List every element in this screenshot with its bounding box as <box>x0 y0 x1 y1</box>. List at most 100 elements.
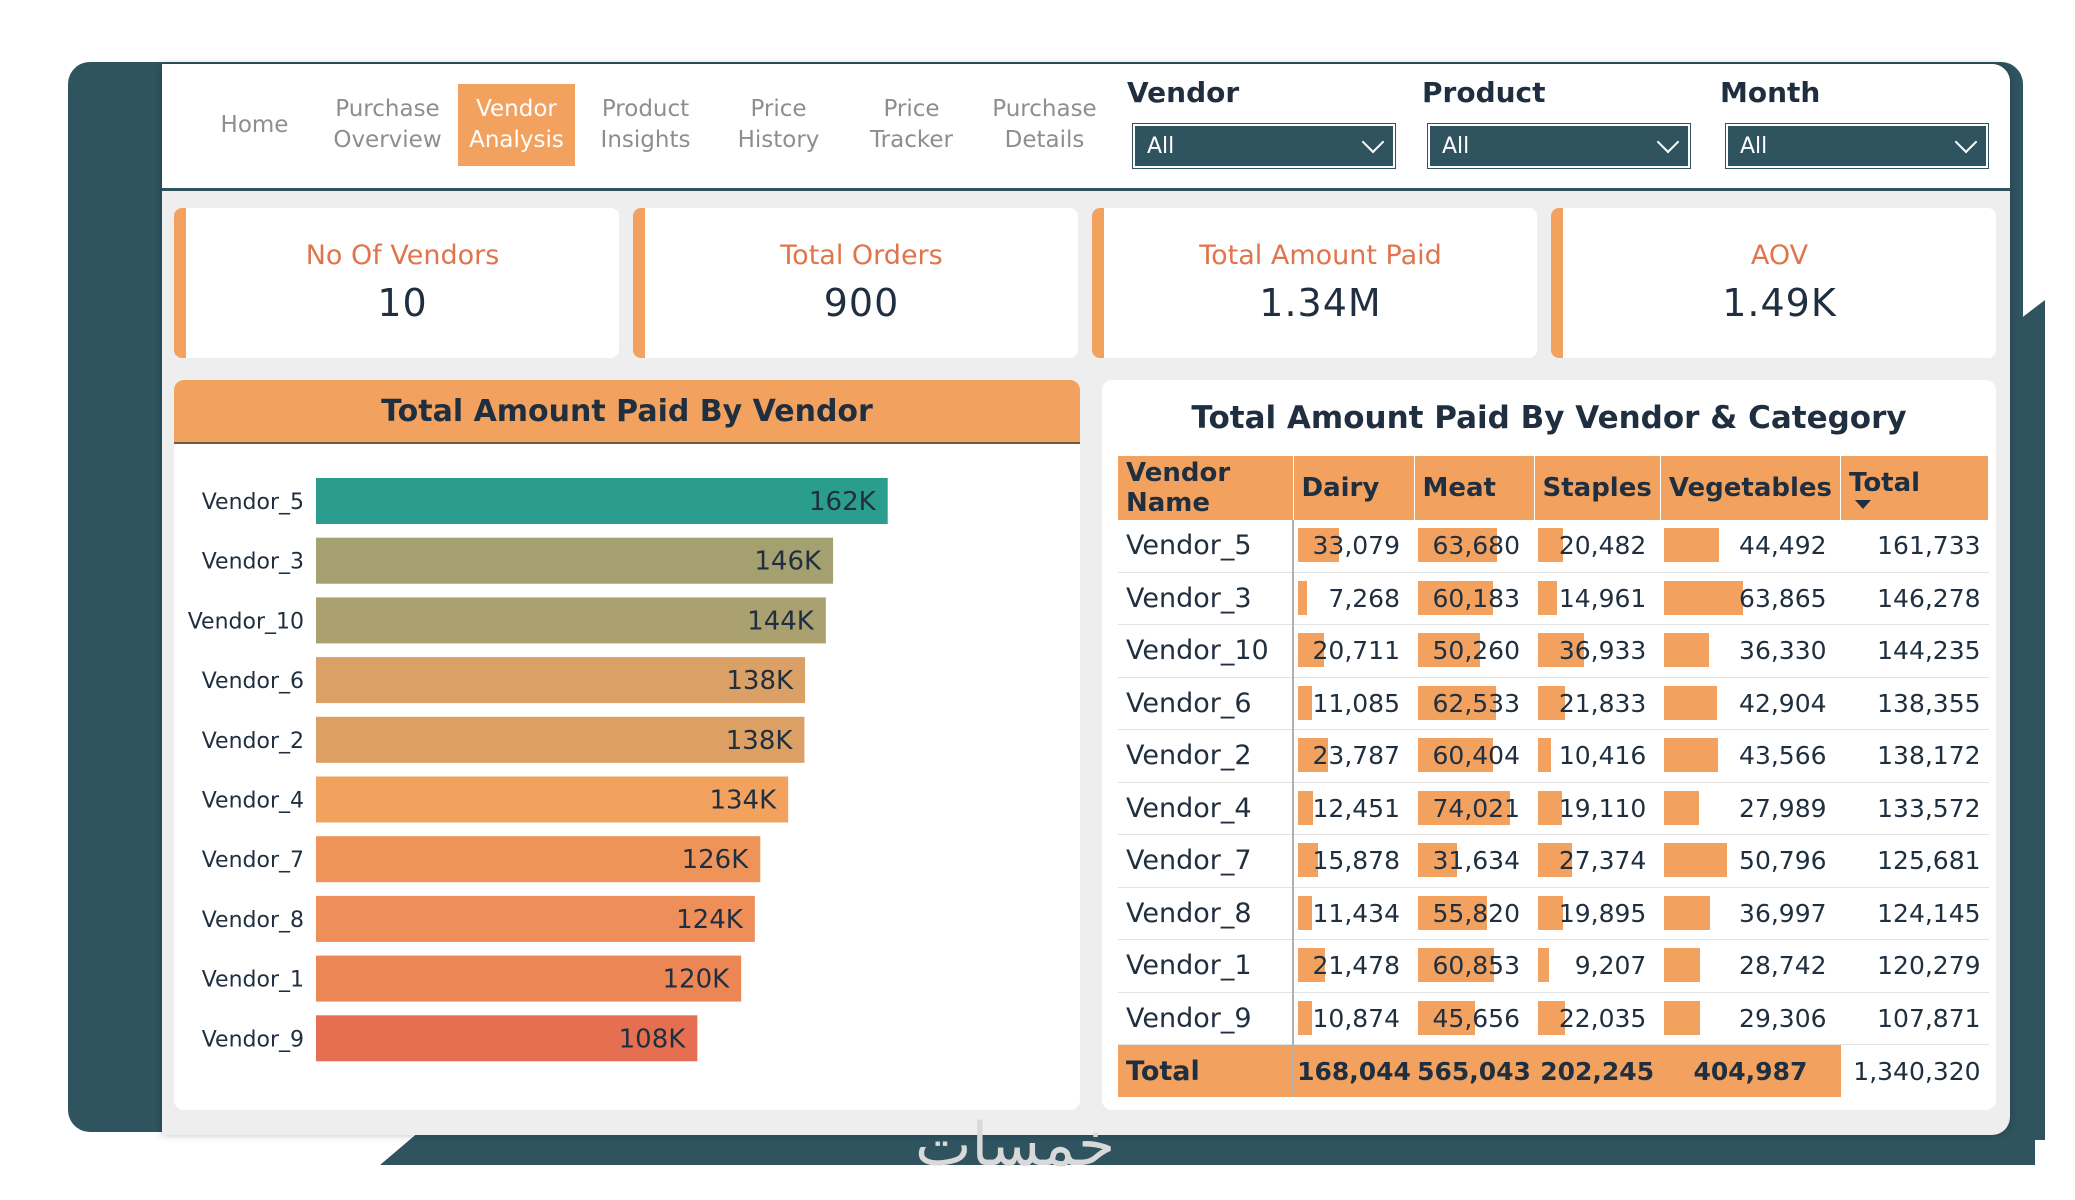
kpi-label: Total Orders <box>780 240 943 271</box>
total-label-cell: Total <box>1118 1044 1294 1097</box>
cell-data-bar <box>1418 948 1494 982</box>
vendor-name-cell: Vendor_9 <box>1118 992 1294 1045</box>
cell-data-bar <box>1538 948 1549 982</box>
vendor-dropdown-value: All <box>1147 133 1175 159</box>
matrix-header-cell[interactable]: Vendor Name <box>1118 456 1294 520</box>
cell-value: 20,482 <box>1558 531 1647 561</box>
cell-value: 50,260 <box>1432 636 1520 666</box>
kpi-card-vendors: No Of Vendors 10 <box>174 208 619 358</box>
bar-data-label: 134K <box>709 786 777 816</box>
row-total-cell: 125,681 <box>1840 834 1989 888</box>
matrix-value-cell: 10,416 <box>1534 729 1661 783</box>
cell-value: 50,796 <box>1739 846 1827 876</box>
bar-data-label: 124K <box>676 905 744 935</box>
vendor-name-cell: Vendor_6 <box>1118 677 1294 730</box>
cell-data-bar <box>1298 790 1313 825</box>
month-filter-label: Month <box>1720 76 1821 109</box>
matrix-value-cell: 27,989 <box>1660 782 1841 835</box>
cell-data-bar <box>1538 895 1563 930</box>
cell-value: 15,878 <box>1312 846 1400 876</box>
cell-data-bar <box>1298 895 1312 930</box>
matrix-header-cell[interactable]: Meat <box>1414 456 1535 520</box>
matrix-value-cell: 50,260 <box>1414 624 1534 678</box>
bar-chart-card: Total Amount Paid By Vendor Vendor_5 162K… <box>174 380 1080 1110</box>
cell-data-bar <box>1664 528 1720 562</box>
matrix-value-cell: 14,961 <box>1534 572 1661 625</box>
bar-category-label: Vendor_5 <box>202 490 304 515</box>
matrix-row: Vendor_6 11,085 62,533 21,833 42,904 138,355 <box>1118 677 1989 730</box>
matrix-value-cell: 27,374 <box>1534 834 1661 888</box>
bar[interactable] <box>316 716 805 763</box>
matrix-header-cell[interactable]: Total <box>1840 456 1990 520</box>
nav-tab[interactable]: Product Insights <box>600 96 691 153</box>
month-dropdown[interactable]: All <box>1725 123 1989 169</box>
cell-data-bar <box>1664 948 1701 982</box>
cell-value: 9,207 <box>1574 951 1647 981</box>
row-total-cell: 133,572 <box>1840 782 1989 835</box>
bar-data-label: 138K <box>726 726 794 756</box>
kpi-value: 900 <box>823 281 900 325</box>
matrix-header-label: Vendor Name <box>1126 458 1231 518</box>
matrix-header-cell[interactable]: Vegetables <box>1660 456 1842 520</box>
row-total-cell: 124,145 <box>1840 887 1989 940</box>
matrix-value-cell: 11,085 <box>1293 677 1414 730</box>
matrix-header-cell[interactable]: Dairy <box>1293 456 1415 520</box>
cell-value: 11,085 <box>1312 688 1400 718</box>
cell-data-bar <box>1538 843 1572 877</box>
chevron-down-icon <box>1954 130 1978 154</box>
cell-value: 20,711 <box>1312 636 1400 666</box>
matrix-value-cell: 28,742 <box>1660 939 1841 993</box>
nav-tab[interactable]: Vendor Analysis <box>458 84 575 166</box>
bar[interactable] <box>316 1015 698 1062</box>
cell-value: 36,330 <box>1739 636 1827 666</box>
cell-data-bar <box>1538 685 1565 720</box>
matrix-value-cell: 50,796 <box>1660 834 1841 888</box>
nav-tab[interactable]: Purchase Overview <box>333 96 442 153</box>
matrix-header-cell[interactable]: Staples <box>1534 456 1661 520</box>
bar-category-label: Vendor_8 <box>202 908 304 933</box>
kpi-card-orders: Total Orders 900 <box>633 208 1078 358</box>
bar-category-label: Vendor_2 <box>202 729 304 754</box>
cell-data-bar <box>1418 580 1493 615</box>
cell-data-bar <box>1538 633 1584 667</box>
column-total-cell: 168,044 <box>1293 1044 1414 1097</box>
vendor-dropdown[interactable]: All <box>1132 123 1396 169</box>
bar[interactable] <box>316 776 789 823</box>
cell-data-bar <box>1298 633 1324 667</box>
bar[interactable] <box>316 836 761 883</box>
matrix-header-label: Meat <box>1422 473 1496 503</box>
row-total-cell: 146,278 <box>1840 572 1989 625</box>
watermark: خمسات <box>915 1110 1116 1180</box>
vendor-name-cell: Vendor_3 <box>1118 572 1294 625</box>
cell-value: 14,961 <box>1558 583 1647 613</box>
cell-data-bar <box>1664 738 1719 772</box>
nav-tab[interactable]: Home <box>220 111 289 138</box>
cell-value: 45,656 <box>1432 1003 1520 1033</box>
matrix-header-label: Vegetables <box>1668 473 1833 503</box>
cell-data-bar <box>1538 738 1551 772</box>
kpi-label: Total Amount Paid <box>1199 240 1442 271</box>
bar[interactable] <box>316 955 742 1002</box>
matrix-header-label: Staples <box>1542 473 1652 503</box>
nav-tab[interactable]: Price History <box>737 96 820 153</box>
matrix-value-cell: 60,404 <box>1414 729 1534 783</box>
nav-tab[interactable]: Purchase Details <box>992 96 1097 153</box>
matrix-value-cell: 33,079 <box>1293 520 1414 573</box>
cell-value: 11,434 <box>1312 898 1400 928</box>
matrix-value-cell: 36,933 <box>1534 624 1661 678</box>
bar[interactable] <box>316 537 834 584</box>
nav-tab[interactable]: Price Tracker <box>870 96 953 153</box>
matrix-value-cell: 63,865 <box>1660 572 1841 625</box>
matrix-row: Vendor_10 20,711 50,260 36,933 36,330 144,235 <box>1118 624 1989 678</box>
cell-value: 10,416 <box>1558 741 1647 771</box>
bar[interactable] <box>316 895 755 942</box>
product-dropdown[interactable]: All <box>1427 123 1691 169</box>
product-dropdown-value: All <box>1442 133 1470 159</box>
bar[interactable] <box>316 478 888 524</box>
matrix-title: Total Amount Paid By Vendor & Category <box>1191 400 1907 436</box>
month-filter: Month All <box>1720 74 1989 169</box>
sort-descending-icon[interactable] <box>1855 499 1872 509</box>
bar[interactable] <box>316 657 806 704</box>
cell-value: 60,853 <box>1432 951 1520 981</box>
bar[interactable] <box>316 597 826 644</box>
